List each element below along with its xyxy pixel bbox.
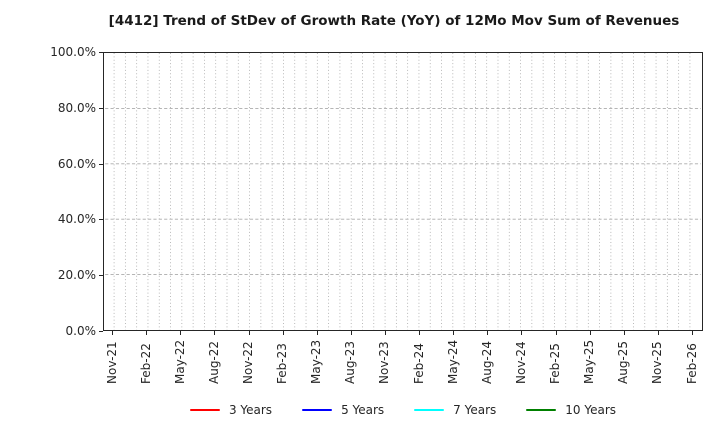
x-tick-mark xyxy=(589,331,591,335)
x-tick-label: Nov-21 xyxy=(104,341,119,384)
x-tick-mark xyxy=(555,331,557,335)
x-tick-mark xyxy=(487,331,489,335)
x-tick-label: Aug-25 xyxy=(616,340,631,384)
x-tick-label: Nov-25 xyxy=(650,341,665,384)
x-tick-mark xyxy=(453,331,455,335)
legend: 3 Years 5 Years 7 Years 10 Years xyxy=(103,403,703,417)
x-tick-mark xyxy=(180,331,182,335)
legend-line-icon xyxy=(414,408,445,412)
x-tick-label: May-24 xyxy=(445,339,460,384)
x-tick-label: Feb-24 xyxy=(411,343,426,384)
y-tick-mark xyxy=(99,331,103,332)
y-tick-mark xyxy=(99,219,103,221)
y-tick-label: 100.0% xyxy=(50,45,96,59)
x-tick-label: Nov-22 xyxy=(240,341,255,384)
legend-line-icon xyxy=(189,408,220,412)
legend-label: 3 Years xyxy=(228,403,273,417)
x-tick-mark xyxy=(384,331,386,335)
x-tick-mark xyxy=(692,331,693,335)
y-tick-mark xyxy=(99,107,103,109)
y-tick-label: 80.0% xyxy=(57,100,96,115)
x-tick-label: Aug-24 xyxy=(479,340,494,384)
plot-area xyxy=(103,52,703,331)
legend-item-10-years: 10 Years xyxy=(526,403,616,417)
x-tick-mark xyxy=(214,331,216,335)
y-tick-label: 0.0% xyxy=(65,324,97,338)
legend-item-3-years: 3 Years xyxy=(189,403,273,417)
legend-label: 7 Years xyxy=(453,403,497,417)
x-tick-mark xyxy=(248,331,250,335)
grid-lines xyxy=(105,53,701,330)
x-tick-mark xyxy=(350,331,352,335)
legend-item-5-years: 5 Years xyxy=(302,403,384,417)
y-tick-mark xyxy=(99,163,103,165)
y-tick-mark xyxy=(99,275,103,277)
x-tick-mark xyxy=(521,331,523,335)
y-tick-mark xyxy=(99,52,103,53)
legend-line-icon xyxy=(302,408,333,412)
x-tick-mark xyxy=(146,331,148,335)
x-tick-label: Nov-24 xyxy=(513,341,528,384)
x-tick-mark xyxy=(623,331,625,335)
x-tick-mark xyxy=(657,331,659,335)
x-tick-label: May-25 xyxy=(582,339,597,384)
x-tick-mark xyxy=(282,331,284,335)
x-tick-label: Nov-23 xyxy=(377,341,392,384)
y-tick-label: 40.0% xyxy=(57,212,96,227)
legend-line-icon xyxy=(526,408,557,412)
x-tick-label: Aug-22 xyxy=(206,340,221,384)
legend-label: 5 Years xyxy=(341,403,385,417)
y-tick-label: 20.0% xyxy=(57,268,96,283)
x-tick-mark xyxy=(112,331,113,335)
x-tick-label: Feb-25 xyxy=(548,343,563,384)
x-tick-label: Feb-23 xyxy=(275,343,290,384)
x-tick-label: Feb-26 xyxy=(684,343,699,384)
x-tick-label: May-22 xyxy=(172,339,187,384)
x-tick-label: May-23 xyxy=(309,339,324,384)
legend-label: 10 Years xyxy=(565,403,617,417)
x-tick-mark xyxy=(316,331,318,335)
x-tick-label: Aug-23 xyxy=(343,340,358,384)
y-tick-label: 60.0% xyxy=(57,156,96,171)
legend-item-7-years: 7 Years xyxy=(414,403,496,417)
x-tick-mark xyxy=(419,331,421,335)
x-tick-label: Feb-22 xyxy=(138,343,153,384)
chart-title: [4412] Trend of StDev of Growth Rate (Yo… xyxy=(108,13,680,29)
